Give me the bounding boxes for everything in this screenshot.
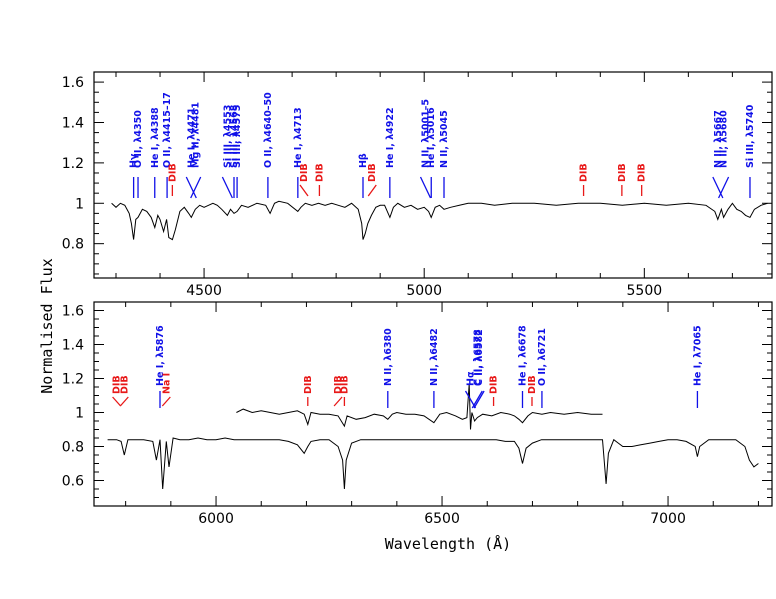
line-id-label: He I, λ4388 <box>150 107 161 168</box>
line-id-label: N II, λ5045 <box>439 110 450 168</box>
y-tick-label: 0.8 <box>62 237 84 253</box>
line-id-label: C II, λ6578 <box>472 329 483 386</box>
dib-label: DIB <box>167 163 178 182</box>
dib-label: DIB <box>527 375 538 394</box>
spectrum-line <box>107 437 759 490</box>
line-id-label: Mg II, λ4481 <box>191 102 202 168</box>
line-marker <box>185 176 197 199</box>
line-marker <box>419 176 432 199</box>
y-tick-label: 1.4 <box>62 115 84 131</box>
line-id-label: O II, λ4415–17 <box>162 92 173 168</box>
line-id-label: Si III, λ4575 <box>232 105 243 168</box>
line-marker <box>221 176 233 199</box>
dib-label: DIB <box>119 375 130 394</box>
line-id-label: O II, λ4640–50 <box>263 92 274 168</box>
dib-label: Na I <box>161 373 172 394</box>
y-tick-label: 1.6 <box>62 75 84 91</box>
spectrum-line <box>111 200 768 241</box>
line-id-label: O II, λ6721 <box>537 328 548 386</box>
line-id-label: Si III, λ4568 <box>229 104 240 168</box>
line-id-label: N II, λ5001–5 <box>421 99 432 168</box>
plot-frame <box>93 71 773 279</box>
x-tick-label: 7000 <box>650 511 686 527</box>
dib-label: DIB <box>314 163 325 182</box>
line-id-label: N II, λ6380 <box>383 328 394 386</box>
y-tick-label: 1.2 <box>62 156 84 172</box>
line-id-label: C II, λ6582 <box>474 329 485 386</box>
dib-label: DIB <box>333 375 344 394</box>
x-tick-label: 5500 <box>627 283 663 299</box>
dib-label: DIB <box>579 163 590 182</box>
y-tick-label: 0.6 <box>62 474 84 490</box>
dib-marker <box>119 396 129 407</box>
line-id-label: He I, λ7065 <box>692 325 703 386</box>
line-id-label: He I, λ5876 <box>155 325 166 386</box>
dib-marker <box>299 184 309 197</box>
top-panel: 4500 5000 5500 0.8 1 1.2 1.4 1.6 HγO II, λ4350 He… <box>62 71 773 299</box>
line-id-label: O II, λ4350 <box>133 110 144 168</box>
y-tick-label: 1.6 <box>62 304 84 320</box>
y-tick-label: 1.2 <box>62 372 84 388</box>
spectrum-line <box>236 383 603 430</box>
x-tick-label: 4500 <box>186 283 222 299</box>
line-id-label: Si III, λ4553 <box>222 105 233 168</box>
line-id-label: Hβ <box>358 153 369 168</box>
line-marker <box>473 390 485 409</box>
line-id-label: He I, λ4922 <box>385 107 396 168</box>
dib-label: DIB <box>303 375 314 394</box>
dib-marker <box>333 396 343 407</box>
x-tick-label: 5000 <box>406 283 442 299</box>
dib-marker <box>112 396 122 407</box>
line-id-label: N II, λ5680 <box>719 110 730 168</box>
dib-label: DIB <box>112 375 123 394</box>
y-axis-label: Normalised Flux <box>38 258 56 393</box>
dib-label: DIB <box>637 163 648 182</box>
line-marker <box>471 390 483 409</box>
dib-label: DIB <box>617 163 628 182</box>
line-id-label: Si III, λ5740 <box>745 104 756 168</box>
x-axis-label: Wavelength (Å) <box>385 534 511 553</box>
dib-marker <box>367 184 377 197</box>
line-marker <box>717 176 730 199</box>
line-id-label: Hγ <box>129 153 140 168</box>
y-tick-label: 1.4 <box>62 338 84 354</box>
y-tick-label: 0.8 <box>62 440 84 456</box>
y-tick-label: 1 <box>75 196 84 212</box>
line-id-label: He I, λ6678 <box>517 325 528 386</box>
dib-label: DIB <box>299 163 310 182</box>
line-id-label: He I, λ5016 <box>426 107 437 168</box>
x-tick-label: 6000 <box>198 511 234 527</box>
x-tick-label: 6500 <box>424 511 460 527</box>
line-id-label: He I, λ4471 <box>186 107 197 168</box>
line-id-label: Hα <box>466 371 477 386</box>
dib-label: DIB <box>367 163 378 182</box>
line-id-label: N II, λ5667 <box>713 110 724 168</box>
line-id-label: N II, λ6482 <box>429 328 440 386</box>
dib-marker <box>161 396 171 407</box>
line-marker <box>190 176 202 199</box>
line-id-label: He I, λ4713 <box>293 107 304 168</box>
dib-label: DIB <box>339 375 350 394</box>
y-tick-label: 1 <box>75 406 84 422</box>
line-marker <box>712 176 724 199</box>
dib-label: DIB <box>489 375 500 394</box>
